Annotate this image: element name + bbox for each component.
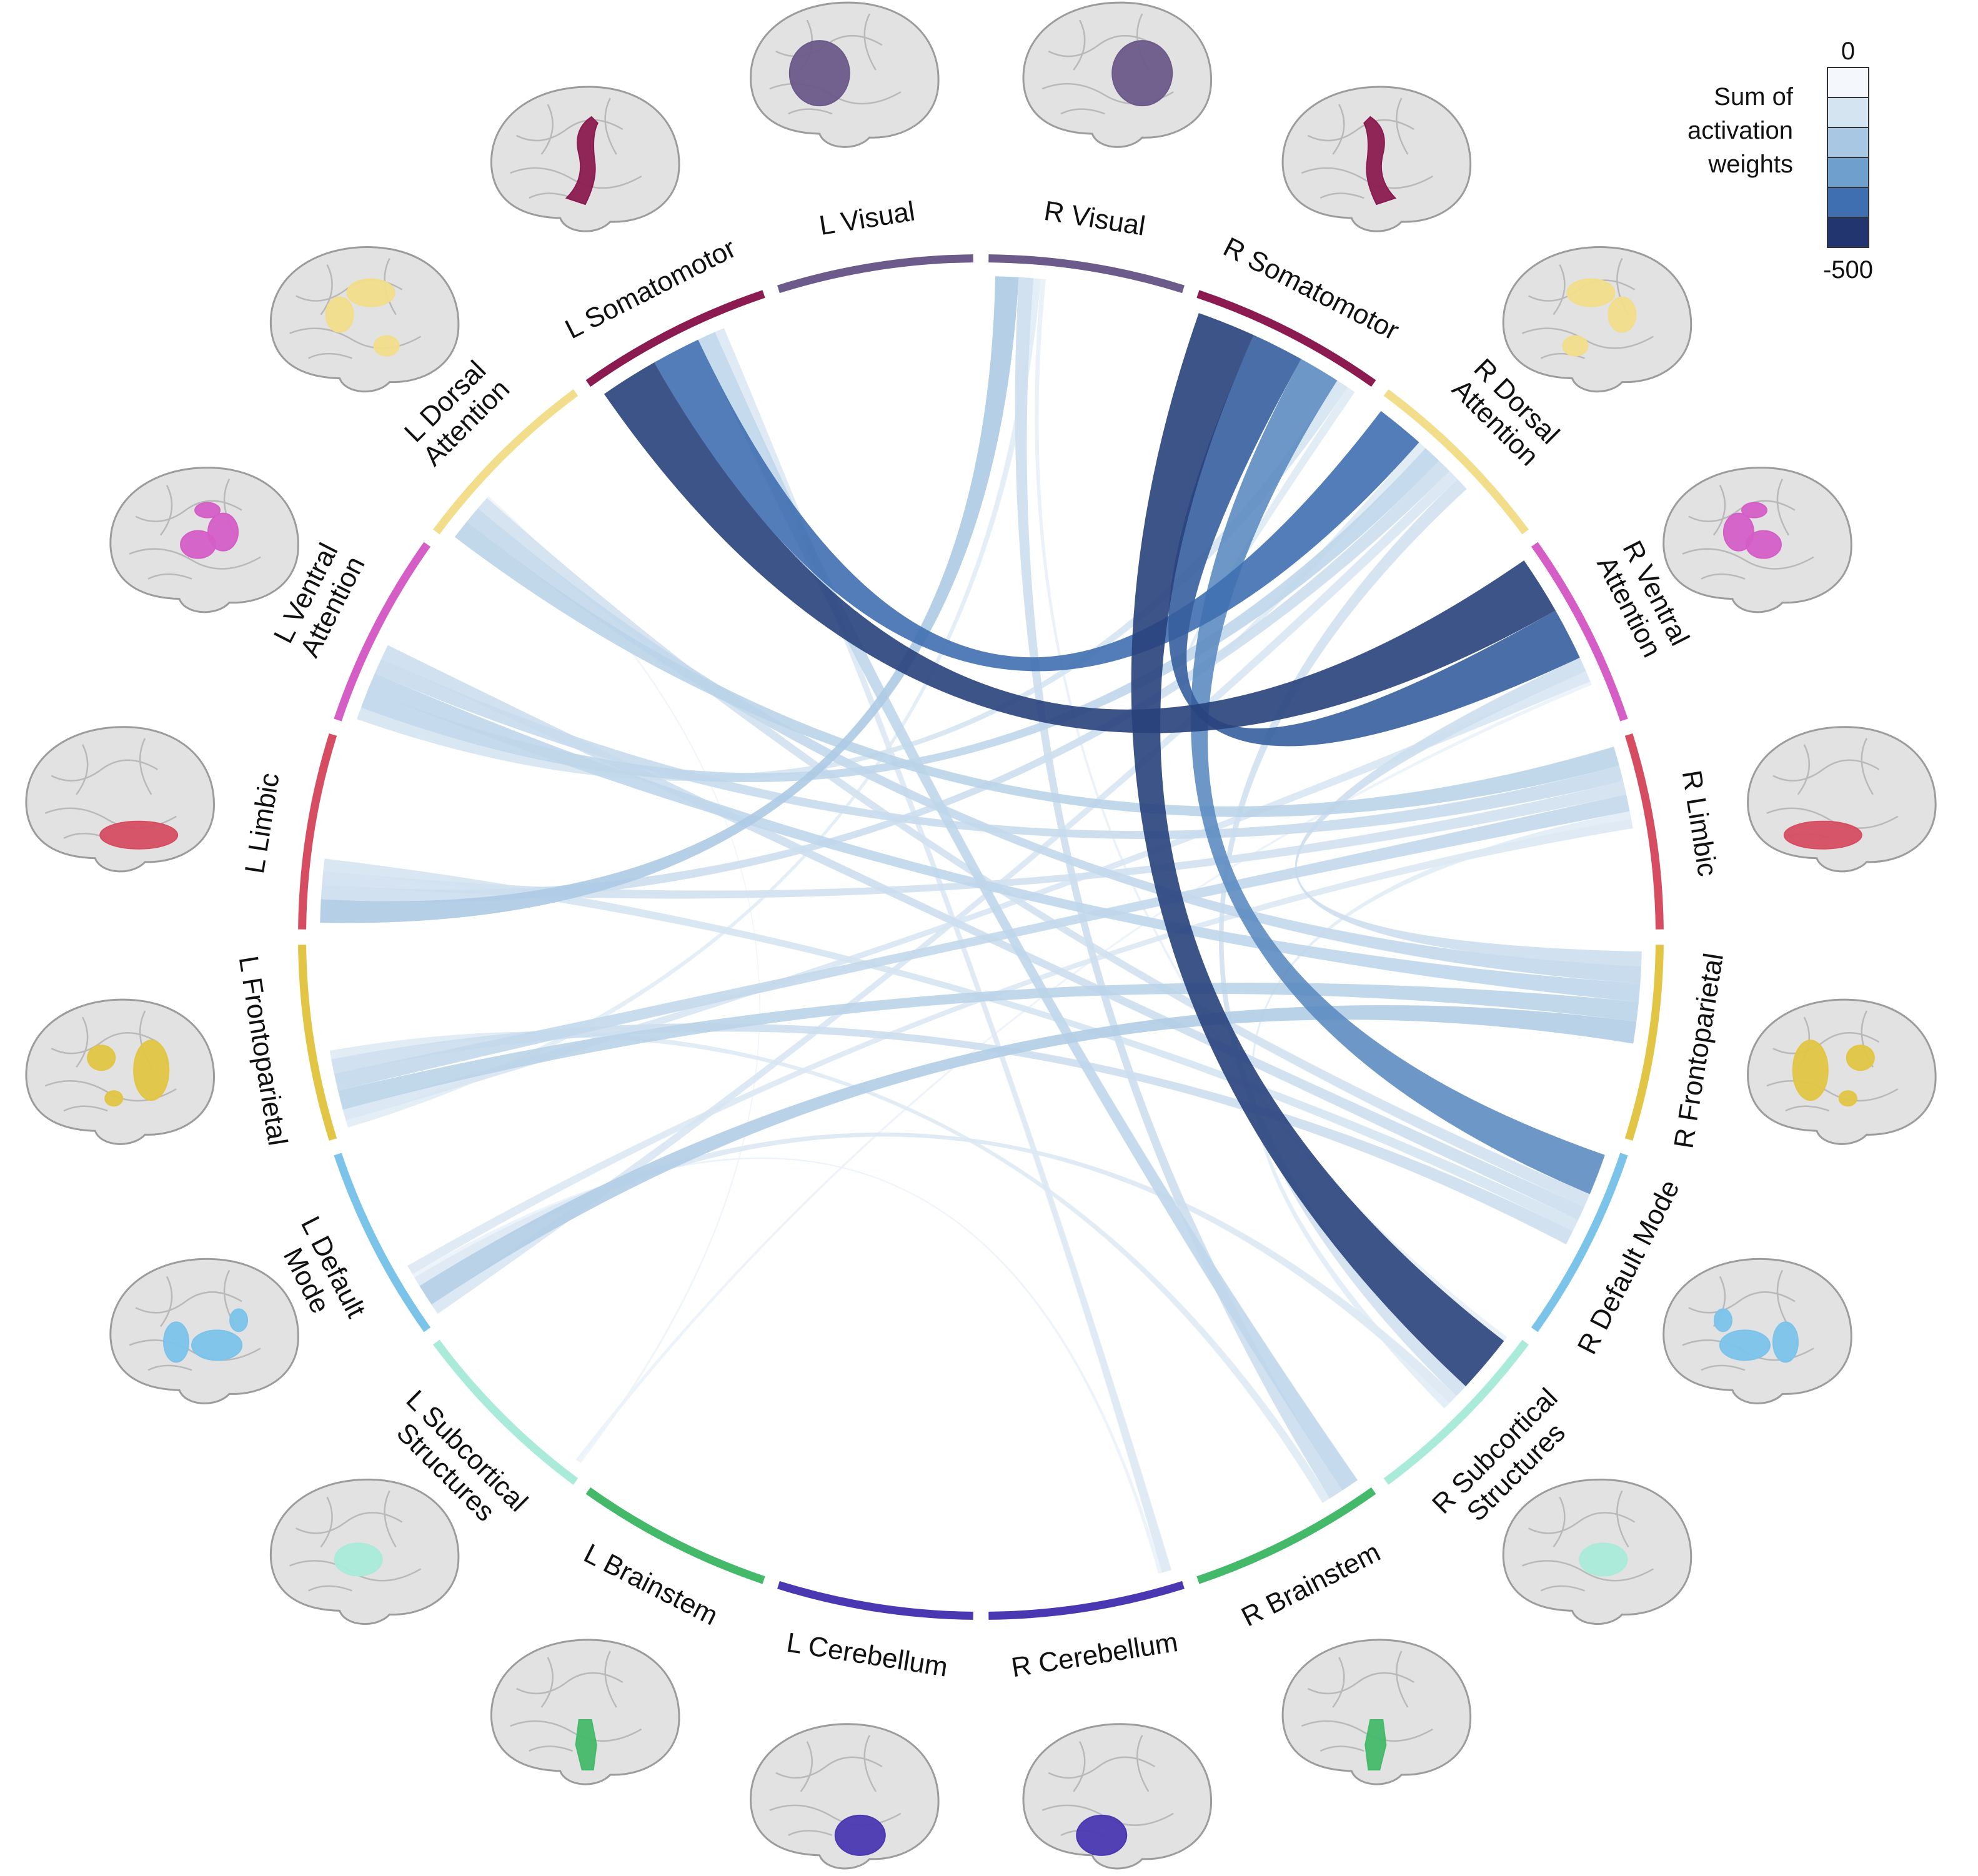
segment-label-LFP: L Frontoparietal <box>233 954 293 1148</box>
segment-arc-RSub <box>1383 1339 1529 1485</box>
brain-thumbnail-RSom <box>1281 86 1472 232</box>
brain-thumbnail-LSub <box>270 1478 460 1625</box>
brain-thumbnail-RFP <box>1747 998 1937 1145</box>
colorbar-title-line-1: Sum of <box>1714 83 1794 111</box>
brain-thumbnail-RLim <box>1747 726 1937 873</box>
segment-label-text: R Somatomotor <box>1218 232 1404 347</box>
colorbar-swatch <box>1827 97 1869 128</box>
brain-thumbnail-LFP <box>25 998 215 1145</box>
segment-arc-RVis <box>988 254 1185 294</box>
brain-thumbnail-RDA <box>1502 246 1692 393</box>
segment-label-text: R Limbic <box>1676 768 1723 878</box>
chord-ribbon-LSom-RDA <box>654 339 1419 672</box>
colorbar-legend: 0 -500 Sum of activation weights <box>1687 37 1873 284</box>
segment-label-text: L Visual <box>817 196 917 242</box>
segment-label-RCb: R Cerebellum <box>1009 1627 1180 1683</box>
segment-label-RSom: R Somatomotor <box>1218 232 1404 347</box>
colorbar-swatch <box>1827 217 1869 248</box>
segment-arc-RSom <box>1196 290 1376 387</box>
brain-thumbnail-RSub <box>1502 1478 1692 1625</box>
segment-label-RBr: R Brainstem <box>1236 1537 1385 1633</box>
segment-label-text: R Cerebellum <box>1009 1627 1180 1683</box>
segment-arc-LLim <box>298 733 337 930</box>
segment-label-text: R Visual <box>1042 196 1148 242</box>
segment-arc-LDM <box>334 1153 431 1333</box>
segment-arc-RDA <box>1383 389 1529 535</box>
chord-ribbon-LFP-RFP <box>337 983 1639 1110</box>
segment-arc-LCb <box>777 1581 973 1620</box>
colorbar-swatch <box>1827 127 1869 158</box>
brain-thumbnail-LSom <box>490 86 680 232</box>
segment-arc-RVA <box>1531 542 1628 722</box>
chord-ribbon-LDA-RLim <box>454 521 1619 817</box>
colorbar-title-line-3: weights <box>1707 151 1793 178</box>
segment-arc-RFP <box>1624 945 1664 1141</box>
segment-label-LCb: L Cerebellum <box>785 1627 950 1683</box>
segment-label-text: L Limbic <box>239 771 286 876</box>
segment-label-text: L Somatomotor <box>560 233 741 345</box>
segment-arcs <box>298 254 1664 1620</box>
colorbar-min-label: -500 <box>1823 256 1873 284</box>
colorbar-swatch <box>1827 157 1869 188</box>
brain-thumbnail-RVis <box>1022 1 1212 148</box>
brain-thumbnail-RDM <box>1662 1258 1852 1404</box>
chord-ribbon-LSom-RCb <box>715 328 1171 1573</box>
brain-thumbnail-LDM <box>109 1258 299 1404</box>
segment-arc-LVA <box>334 542 431 722</box>
colorbar-title-line-2: activation <box>1687 117 1793 144</box>
segment-label-text: L Frontoparietal <box>233 954 293 1148</box>
brain-thumbnail-RBr <box>1281 1639 1472 1785</box>
colorbar-swatch <box>1827 67 1869 98</box>
brain-thumbnail-RCb <box>1022 1723 1212 1870</box>
chord-ribbon-RVA-RFP <box>1295 657 1642 966</box>
brain-thumbnail-LVA <box>109 467 299 613</box>
brain-thumbnail-LCb <box>750 1723 940 1870</box>
segment-label-RLim: R Limbic <box>1676 768 1723 878</box>
chord-ribbon-LFP-RLim <box>334 794 1630 1091</box>
segment-label-LLim: L Limbic <box>239 771 286 876</box>
chord-ribbon-LLim-RLim <box>322 781 1627 899</box>
brain-thumbnail-LVis <box>750 1 940 148</box>
chord-ribbon-LVA-RDM <box>381 645 1585 1221</box>
brain-thumbnails <box>25 1 1937 1870</box>
segment-label-text: R Frontoparietal <box>1668 951 1729 1150</box>
brain-thumbnail-LDA <box>270 246 460 393</box>
segment-label-text: L Cerebellum <box>785 1627 950 1683</box>
chord-ribbon-LFP-RDM <box>331 1023 1573 1244</box>
segment-label-LVis: L Visual <box>817 196 917 242</box>
colorbar-max-label: 0 <box>1841 37 1855 65</box>
brain-thumbnail-RVA <box>1662 467 1852 613</box>
segment-label-RFP: R Frontoparietal <box>1668 951 1729 1150</box>
segment-arc-RCb <box>988 1581 1185 1620</box>
chord-ribbon-RSom-LVA <box>357 380 1348 782</box>
segment-label-text: R Brainstem <box>1236 1537 1385 1633</box>
segment-arc-RDM <box>1531 1153 1628 1333</box>
chord-ribbon-RVis-LFP <box>345 278 1041 1128</box>
brain-thumbnail-LLim <box>25 726 215 873</box>
segment-label-LSom: L Somatomotor <box>560 233 741 345</box>
chord-ribbons <box>320 276 1642 1574</box>
chord-ribbon-RSom-RSub <box>1131 313 1504 1387</box>
colorbar-swatch <box>1827 187 1869 218</box>
segment-arc-RLim <box>1624 733 1664 930</box>
colorbar <box>1827 67 1869 248</box>
segment-arc-LFP <box>298 945 337 1141</box>
segment-arc-LDA <box>433 389 579 535</box>
segment-arc-LVis <box>777 254 973 294</box>
brain-thumbnail-LBr <box>490 1639 680 1785</box>
chord-ribbon-RSom-RDM <box>1191 359 1605 1194</box>
segment-arc-LSom <box>585 290 765 387</box>
segment-arc-RBr <box>1196 1487 1376 1584</box>
segment-arc-LSub <box>433 1339 579 1485</box>
segment-label-RVis: R Visual <box>1042 196 1148 242</box>
chord-ribbon-LSom-RBr <box>698 332 1358 1491</box>
segment-arc-LBr <box>585 1487 765 1584</box>
